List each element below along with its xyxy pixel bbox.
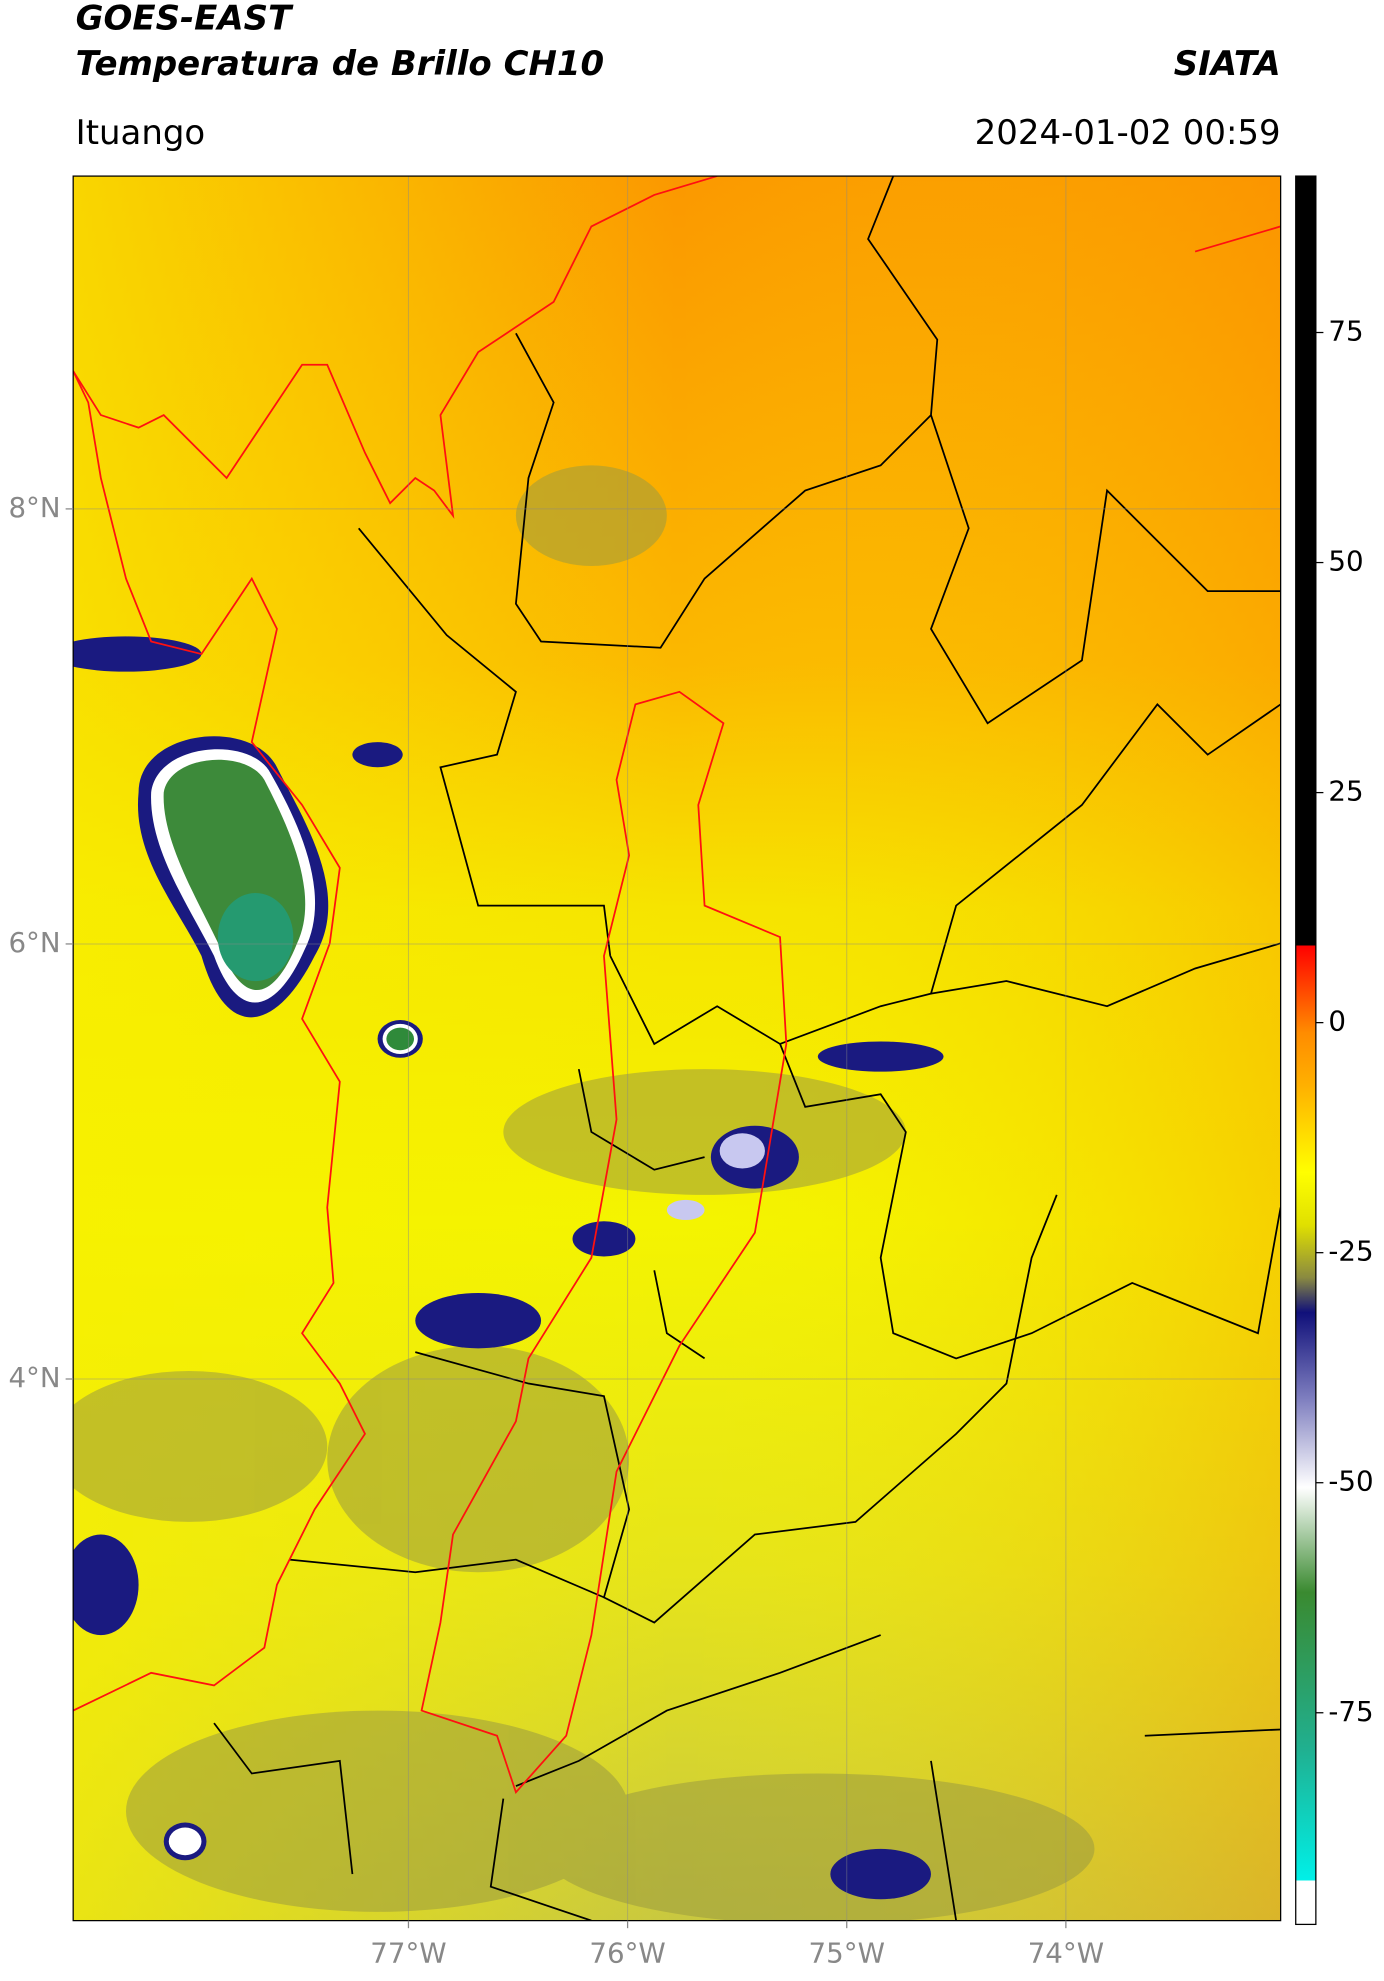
- graticule: [73, 176, 1281, 1921]
- timestamp: 2024-01-02 00:59: [975, 113, 1281, 153]
- colorbar: [1295, 175, 1317, 1926]
- colorbar-tick-label: 75: [1328, 315, 1363, 348]
- coastline-and-region: [73, 176, 1281, 1795]
- colorbar-tick-label: -75: [1328, 1695, 1373, 1728]
- colorbar-tick-label: -50: [1328, 1465, 1373, 1498]
- cloud-texture: [73, 465, 1095, 1921]
- map-shade: [73, 176, 1281, 1921]
- map-field: [73, 176, 1281, 1921]
- geo-ticks: 77°W 76°W 75°W 74°W 8°N 6°N 4°N: [8, 491, 1104, 1970]
- y-tick-label: 4°N: [8, 1361, 60, 1394]
- x-tick-label: 76°W: [589, 1937, 665, 1970]
- colorbar-tick-label: 50: [1328, 545, 1363, 578]
- y-tick-label: 6°N: [8, 926, 60, 959]
- admin-boundaries: [213, 176, 1281, 1921]
- subtitle: Temperatura de Brillo CH10: [76, 44, 604, 84]
- source: SIATA: [1174, 44, 1281, 84]
- colorbar-tick-label: 25: [1328, 775, 1363, 808]
- location: Ituango: [76, 113, 206, 153]
- x-tick-label: 77°W: [370, 1937, 446, 1970]
- x-tick-label: 75°W: [809, 1937, 885, 1970]
- colorbar-tick-label: 0: [1328, 1005, 1346, 1038]
- colorbar-ticks: 75 50 25 0 -25 -50 -75: [1315, 315, 1374, 1728]
- storm-cell: [137, 736, 765, 1861]
- y-tick-label: 8°N: [8, 491, 60, 524]
- map-frame: [72, 175, 1282, 1922]
- x-tick-label: 74°W: [1028, 1937, 1104, 1970]
- title: GOES-EAST: [76, 0, 294, 39]
- colorbar-tick-label: -25: [1328, 1235, 1373, 1268]
